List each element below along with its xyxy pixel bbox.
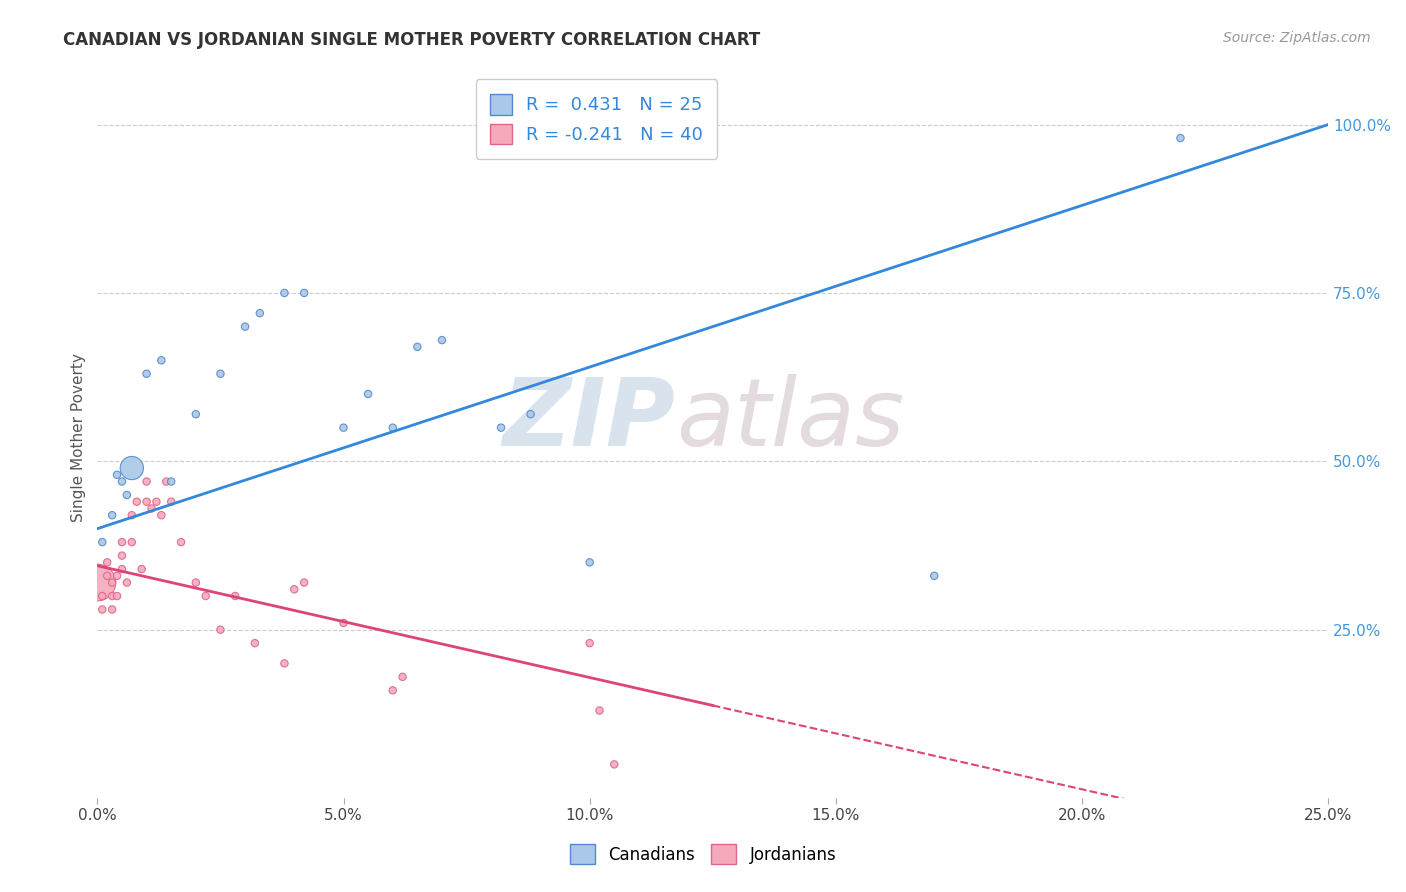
Point xyxy=(135,494,157,508)
Point xyxy=(1170,131,1192,145)
Legend: Canadians, Jordanians: Canadians, Jordanians xyxy=(562,838,844,871)
Point xyxy=(131,562,153,576)
Point xyxy=(91,535,114,549)
Point xyxy=(273,285,295,300)
Point xyxy=(332,420,354,434)
Point xyxy=(209,367,232,381)
Point xyxy=(121,508,143,523)
Point xyxy=(357,387,380,401)
Point xyxy=(105,589,128,603)
Point xyxy=(588,704,610,718)
Point xyxy=(922,569,945,583)
Point xyxy=(96,569,118,583)
Point xyxy=(121,535,143,549)
Point xyxy=(105,467,128,482)
Point xyxy=(135,475,157,489)
Point xyxy=(184,407,207,421)
Point xyxy=(91,602,114,616)
Point xyxy=(406,340,429,354)
Point xyxy=(135,367,157,381)
Point xyxy=(283,582,305,597)
Text: ZIP: ZIP xyxy=(503,374,676,466)
Point xyxy=(86,575,108,590)
Point xyxy=(121,461,143,475)
Point xyxy=(233,319,256,334)
Point xyxy=(141,501,163,516)
Point xyxy=(243,636,266,650)
Point xyxy=(150,508,173,523)
Point xyxy=(111,535,134,549)
Y-axis label: Single Mother Poverty: Single Mother Poverty xyxy=(72,353,86,522)
Point xyxy=(111,549,134,563)
Point xyxy=(96,555,118,569)
Point xyxy=(101,602,124,616)
Point xyxy=(578,555,600,569)
Point xyxy=(194,589,217,603)
Point xyxy=(430,333,453,347)
Point xyxy=(273,657,295,671)
Point xyxy=(115,575,138,590)
Point xyxy=(170,535,193,549)
Point xyxy=(160,494,183,508)
Point xyxy=(111,562,134,576)
Point xyxy=(184,575,207,590)
Point xyxy=(391,670,413,684)
Point xyxy=(332,615,354,630)
Point xyxy=(381,683,404,698)
Point xyxy=(155,475,177,489)
Point xyxy=(489,420,512,434)
Point xyxy=(381,420,404,434)
Point xyxy=(519,407,541,421)
Point xyxy=(224,589,246,603)
Point xyxy=(101,508,124,523)
Point xyxy=(101,589,124,603)
Point xyxy=(125,494,148,508)
Point xyxy=(160,475,183,489)
Point xyxy=(292,285,315,300)
Point xyxy=(249,306,271,320)
Point xyxy=(105,569,128,583)
Point xyxy=(111,475,134,489)
Text: atlas: atlas xyxy=(676,375,904,466)
Point xyxy=(578,636,600,650)
Point xyxy=(145,494,167,508)
Point xyxy=(292,575,315,590)
Point xyxy=(101,575,124,590)
Text: CANADIAN VS JORDANIAN SINGLE MOTHER POVERTY CORRELATION CHART: CANADIAN VS JORDANIAN SINGLE MOTHER POVE… xyxy=(63,31,761,49)
Point xyxy=(150,353,173,368)
Point xyxy=(91,589,114,603)
Point xyxy=(115,488,138,502)
Point xyxy=(209,623,232,637)
Text: Source: ZipAtlas.com: Source: ZipAtlas.com xyxy=(1223,31,1371,45)
Legend: R =  0.431   N = 25, R = -0.241   N = 40: R = 0.431 N = 25, R = -0.241 N = 40 xyxy=(475,79,717,159)
Point xyxy=(603,757,626,772)
